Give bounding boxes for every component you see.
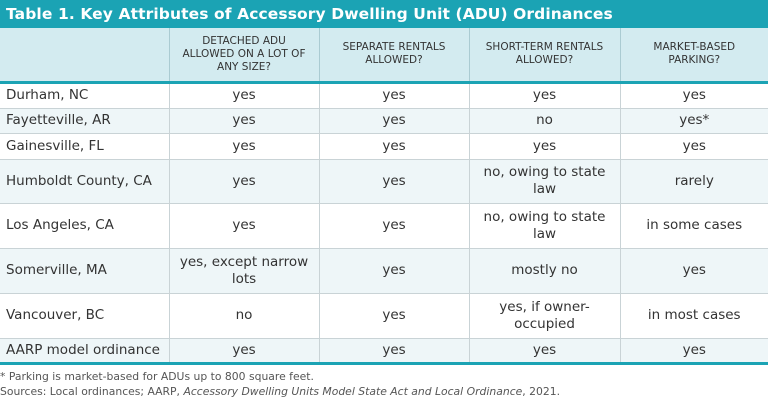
table-cell: yes [318,82,469,109]
table-row: Gainesville, FL yes yes yes yes [0,133,768,160]
sources-prefix: Sources: Local ordinances; AARP, [0,385,184,398]
table-row: Humboldt County, CA yes yes no, owing to st… [0,159,768,204]
table-cell: rarely [619,159,768,204]
column-header: SEPARATE RENTALS ALLOWED? [318,28,469,84]
header-row: DETACHED ADU ALLOWED ON A LOT OF ANY SIZ… [0,28,768,84]
row-label: Fayetteville, AR [0,108,169,134]
table-cell: yes [168,133,319,160]
sources-title: Accessory Dwelling Units Model State Act… [183,385,523,398]
row-label: AARP model ordinance [0,338,169,365]
table-cell: yes [619,248,768,294]
row-label: Los Angeles, CA [0,203,169,249]
table-cell: yes [318,338,469,365]
table-cell: yes [168,82,319,109]
sources-suffix: , 2021. [522,385,561,398]
table-cell: no [168,293,319,339]
table-cell: yes [318,108,469,134]
row-label: Vancouver, BC [0,293,169,339]
table-title: Table 1. Key Attributes of Accessory Dwe… [0,0,768,28]
table-cell: yes [619,133,768,160]
column-header: SHORT-TERM RENTALS ALLOWED? [468,28,620,84]
table-cell: yes [468,82,620,109]
table-row: AARP model ordinance yes yes yes yes [0,338,768,365]
row-label: Gainesville, FL [0,133,169,160]
table-cell: yes [619,82,768,109]
footnote: * Parking is market-based for ADUs up to… [0,370,314,383]
table-cell: no, owing to state law [468,203,620,249]
row-label: Somerville, MA [0,248,169,294]
row-label: Durham, NC [0,82,169,109]
table-cell: no, owing to state law [468,159,620,204]
table-cell: no [468,108,620,134]
row-label: Humboldt County, CA [0,159,169,204]
table-row: Los Angeles, CA yes yes no, owing to state … [0,203,768,249]
table-cell: in most cases [619,293,768,339]
table-row: Vancouver, BC no yes yes, if owner-occupied… [0,293,768,339]
table-cell: yes, if owner-occupied [468,293,620,339]
column-header: MARKET-BASED PARKING? [619,28,768,84]
table-cell: yes [468,133,620,160]
table-cell: yes [619,338,768,365]
table-cell: in some cases [619,203,768,249]
table-cell: mostly no [468,248,620,294]
table-cell: yes [318,133,469,160]
table-row: Fayetteville, AR yes yes no yes* [0,108,768,134]
table-cell: yes [468,338,620,365]
table-row: Somerville, MA yes, except narrow lots yes… [0,248,768,294]
adu-ordinance-table: DETACHED ADU ALLOWED ON A LOT OF ANY SIZ… [0,28,768,365]
sources: Sources: Local ordinances; AARP, Accesso… [0,384,560,399]
table-cell: yes [318,159,469,204]
table-cell: yes, except narrow lots [168,248,319,294]
table-cell: yes [318,293,469,339]
table-cell: yes [168,108,319,134]
table-cell: yes [168,159,319,204]
column-header [0,28,169,84]
notes: * Parking is market-based for ADUs up to… [0,369,560,399]
table-cell: yes [168,338,319,365]
table-cell: yes [318,248,469,294]
table-row: Durham, NC yes yes yes yes [0,82,768,109]
table-cell: yes* [619,108,768,134]
table-cell: yes [168,203,319,249]
table-cell: yes [318,203,469,249]
column-header: DETACHED ADU ALLOWED ON A LOT OF ANY SIZ… [168,28,319,84]
